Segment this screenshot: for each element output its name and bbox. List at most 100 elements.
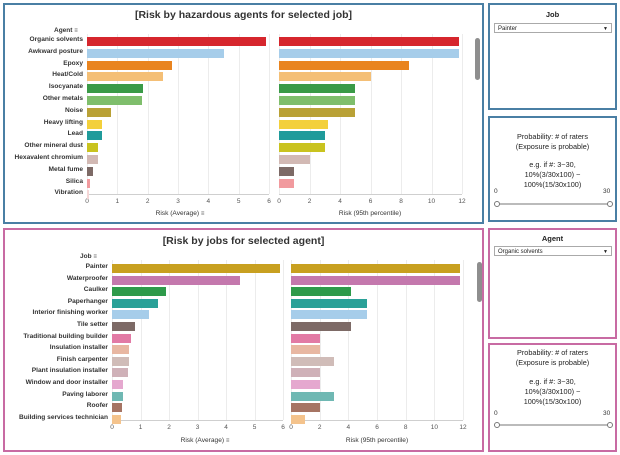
agent-chart-row-label-roofer[interactable]: Roofer xyxy=(86,402,108,410)
agent-chart-row-label-tile-setter[interactable]: Tile setter xyxy=(76,321,108,328)
job-chart-bar-risk-95th-percentile-lead[interactable] xyxy=(279,131,325,141)
job-chart-bar-risk-average-isocyanate[interactable] xyxy=(87,84,144,94)
prob-top-slider-max-handle[interactable] xyxy=(607,201,613,207)
agent-chart-bar-risk-95th-percentile-waterproofer[interactable] xyxy=(291,275,461,285)
sort-descending-icon[interactable]: ≡ xyxy=(200,211,205,217)
job-chart-bar-risk-average-silica[interactable] xyxy=(87,178,91,188)
job-chart-row-label-isocyanate[interactable]: Isocyanate xyxy=(48,83,83,91)
job-chart-bar-risk-95th-percentile-other-mineral-dust[interactable] xyxy=(279,143,325,153)
agent-column-header[interactable]: Agent ≡ xyxy=(54,27,78,34)
job-chart-row-label-organic-solvents[interactable]: Organic solvents xyxy=(29,36,83,43)
agent-chart-bar-risk-95th-percentile-window-and-door-installer[interactable] xyxy=(291,380,320,389)
prob-bottom-slider-min-handle[interactable] xyxy=(494,422,500,428)
agent-chart-bar-risk-average-tile-setter[interactable] xyxy=(112,322,135,331)
job-chart-bar-risk-95th-percentile-silica[interactable] xyxy=(279,178,295,188)
sort-descending-icon[interactable]: ≡ xyxy=(225,438,230,444)
agent-chart-bar-risk-average-interior-finishing-worker[interactable] xyxy=(112,310,150,320)
job-chart-row-label-heavy-lifting[interactable]: Heavy lifting xyxy=(43,118,83,126)
agent-chart-bar-risk-average-waterproofer[interactable] xyxy=(112,275,241,285)
job-chart-bar-risk-95th-percentile-organic-solvents[interactable] xyxy=(279,37,459,46)
agent-chart-row-label-interior-finishing-worker[interactable]: Interior finishing worker xyxy=(32,309,108,317)
agent-chart-bar-risk-95th-percentile-building-services-technician[interactable] xyxy=(291,414,306,424)
job-chart-row-label-silica[interactable]: Silica xyxy=(65,177,83,185)
sort-descending-icon[interactable]: ≡ xyxy=(74,28,78,34)
job-panel-scrollbar[interactable] xyxy=(475,38,480,80)
agent-chart-bar-risk-95th-percentile-finish-carpenter[interactable] xyxy=(291,356,334,366)
job-chart-bar-risk-average-awkward-posture[interactable] xyxy=(87,48,224,58)
job-chart-bar-risk-average-other-mineral-dust[interactable] xyxy=(87,143,98,153)
job-chart-row-label-heat-cold[interactable]: Heat/Cold xyxy=(52,71,83,79)
agent-chart-row-label-caulker[interactable]: Caulker xyxy=(83,286,108,294)
job-select[interactable]: Painter ▼ xyxy=(494,23,612,33)
job-chart-bar-risk-average-metal-fume[interactable] xyxy=(87,166,94,176)
job-chart-bar-risk-average-vibration[interactable] xyxy=(87,190,89,200)
job-left-axis-title[interactable]: Risk (Average) ≡ xyxy=(150,210,210,217)
agent-select[interactable]: Organic solvents ▼ xyxy=(494,246,612,256)
agent-chart-bar-risk-average-caulker[interactable] xyxy=(112,287,167,297)
agent-chart-bar-risk-average-painter[interactable] xyxy=(112,264,281,273)
job-chart-bar-risk-95th-percentile-awkward-posture[interactable] xyxy=(279,48,459,58)
job-chart-row-label-metal-fume[interactable]: Metal fume xyxy=(48,165,83,173)
job-chart-bar-risk-95th-percentile-epoxy[interactable] xyxy=(279,60,409,70)
agent-chart-bar-risk-95th-percentile-painter[interactable] xyxy=(291,264,461,273)
agent-chart-row-label-paving-laborer[interactable]: Paving laborer xyxy=(62,390,108,398)
agent-chart-row-label-finish-carpenter[interactable]: Finish carpenter xyxy=(56,355,108,363)
prob-top-slider-track[interactable] xyxy=(497,203,610,205)
job-chart-row-label-hexavalent-chromium[interactable]: Hexavalent chromium xyxy=(14,154,83,161)
agent-chart-bar-risk-95th-percentile-tile-setter[interactable] xyxy=(291,322,352,331)
agent-chart-bar-risk-average-finish-carpenter[interactable] xyxy=(112,356,130,366)
agent-chart-row-label-plant-insulation-installer[interactable]: Plant insulation installer xyxy=(31,367,108,375)
agent-chart-bar-risk-95th-percentile-roofer[interactable] xyxy=(291,403,320,413)
agent-chart-bar-risk-average-building-services-technician[interactable] xyxy=(112,414,121,424)
job-column-header[interactable]: Job ≡ xyxy=(80,253,97,260)
agent-chart-bar-risk-average-window-and-door-installer[interactable] xyxy=(112,380,124,389)
agent-left-axis-title[interactable]: Risk (Average) ≡ xyxy=(170,437,240,444)
job-chart-row-label-other-mineral-dust[interactable]: Other mineral dust xyxy=(24,142,83,150)
agent-chart-bar-risk-average-insulation-installer[interactable] xyxy=(112,345,130,355)
job-chart-bar-risk-95th-percentile-noise[interactable] xyxy=(279,107,356,117)
job-chart-bar-risk-95th-percentile-heat-cold[interactable] xyxy=(279,72,371,82)
agent-chart-bar-risk-average-traditional-building-builder[interactable] xyxy=(112,333,131,343)
job-chart-row-label-noise[interactable]: Noise xyxy=(65,106,83,114)
job-chart-bar-risk-average-organic-solvents[interactable] xyxy=(87,37,266,46)
job-chart-bar-risk-average-epoxy[interactable] xyxy=(87,60,172,70)
job-chart-row-label-awkward-posture[interactable]: Awkward posture xyxy=(28,47,83,55)
agent-chart-row-label-building-services-technician[interactable]: Building services technician xyxy=(18,413,108,421)
job-chart-bar-risk-average-lead[interactable] xyxy=(87,131,102,141)
prob-bottom-slider-track[interactable] xyxy=(497,424,610,426)
agent-chart-row-label-traditional-building-builder[interactable]: Traditional building builder xyxy=(23,332,108,340)
agent-chart-bar-risk-95th-percentile-caulker[interactable] xyxy=(291,287,352,297)
chevron-down-icon[interactable]: ▼ xyxy=(603,26,608,32)
agent-chart-bar-risk-average-paperhanger[interactable] xyxy=(112,298,158,308)
agent-chart-bar-risk-average-roofer[interactable] xyxy=(112,403,122,413)
agent-chart-bar-risk-95th-percentile-traditional-building-builder[interactable] xyxy=(291,333,320,343)
sort-descending-icon[interactable]: ≡ xyxy=(93,254,97,260)
job-chart-bar-risk-average-other-metals[interactable] xyxy=(87,96,142,105)
prob-top-slider-min-handle[interactable] xyxy=(494,201,500,207)
agent-chart-bar-risk-95th-percentile-plant-insulation-installer[interactable] xyxy=(291,368,320,378)
agent-chart-bar-risk-average-plant-insulation-installer[interactable] xyxy=(112,368,128,378)
prob-bottom-slider-max-handle[interactable] xyxy=(607,422,613,428)
agent-chart-row-label-insulation-installer[interactable]: Insulation installer xyxy=(49,344,108,352)
agent-chart-row-label-painter[interactable]: Painter xyxy=(85,263,108,270)
job-chart-bar-risk-average-noise[interactable] xyxy=(87,107,112,117)
job-chart-bar-risk-95th-percentile-isocyanate[interactable] xyxy=(279,84,356,94)
agent-chart-row-label-window-and-door-installer[interactable]: Window and door installer xyxy=(25,379,108,386)
job-chart-bar-risk-average-hexavalent-chromium[interactable] xyxy=(87,155,98,164)
agent-chart-bar-risk-95th-percentile-paperhanger[interactable] xyxy=(291,298,367,308)
agent-chart-bar-risk-95th-percentile-paving-laborer[interactable] xyxy=(291,391,334,401)
agent-panel-scrollbar[interactable] xyxy=(477,262,482,302)
job-chart-bar-risk-95th-percentile-hexavalent-chromium[interactable] xyxy=(279,155,310,164)
agent-chart-row-label-waterproofer[interactable]: Waterproofer xyxy=(66,274,108,282)
agent-chart-bar-risk-average-paving-laborer[interactable] xyxy=(112,391,124,401)
job-chart-bar-risk-95th-percentile-metal-fume[interactable] xyxy=(279,166,295,176)
job-chart-row-label-vibration[interactable]: Vibration xyxy=(54,189,83,197)
job-chart-bar-risk-95th-percentile-heavy-lifting[interactable] xyxy=(279,119,328,129)
job-chart-row-label-other-metals[interactable]: Other metals xyxy=(42,95,83,102)
chevron-down-icon[interactable]: ▼ xyxy=(603,249,608,255)
job-chart-bar-risk-average-heavy-lifting[interactable] xyxy=(87,119,103,129)
agent-chart-bar-risk-95th-percentile-interior-finishing-worker[interactable] xyxy=(291,310,367,320)
agent-chart-bar-risk-95th-percentile-insulation-installer[interactable] xyxy=(291,345,320,355)
agent-chart-row-label-paperhanger[interactable]: Paperhanger xyxy=(67,297,108,305)
job-chart-row-label-lead[interactable]: Lead xyxy=(67,130,83,138)
